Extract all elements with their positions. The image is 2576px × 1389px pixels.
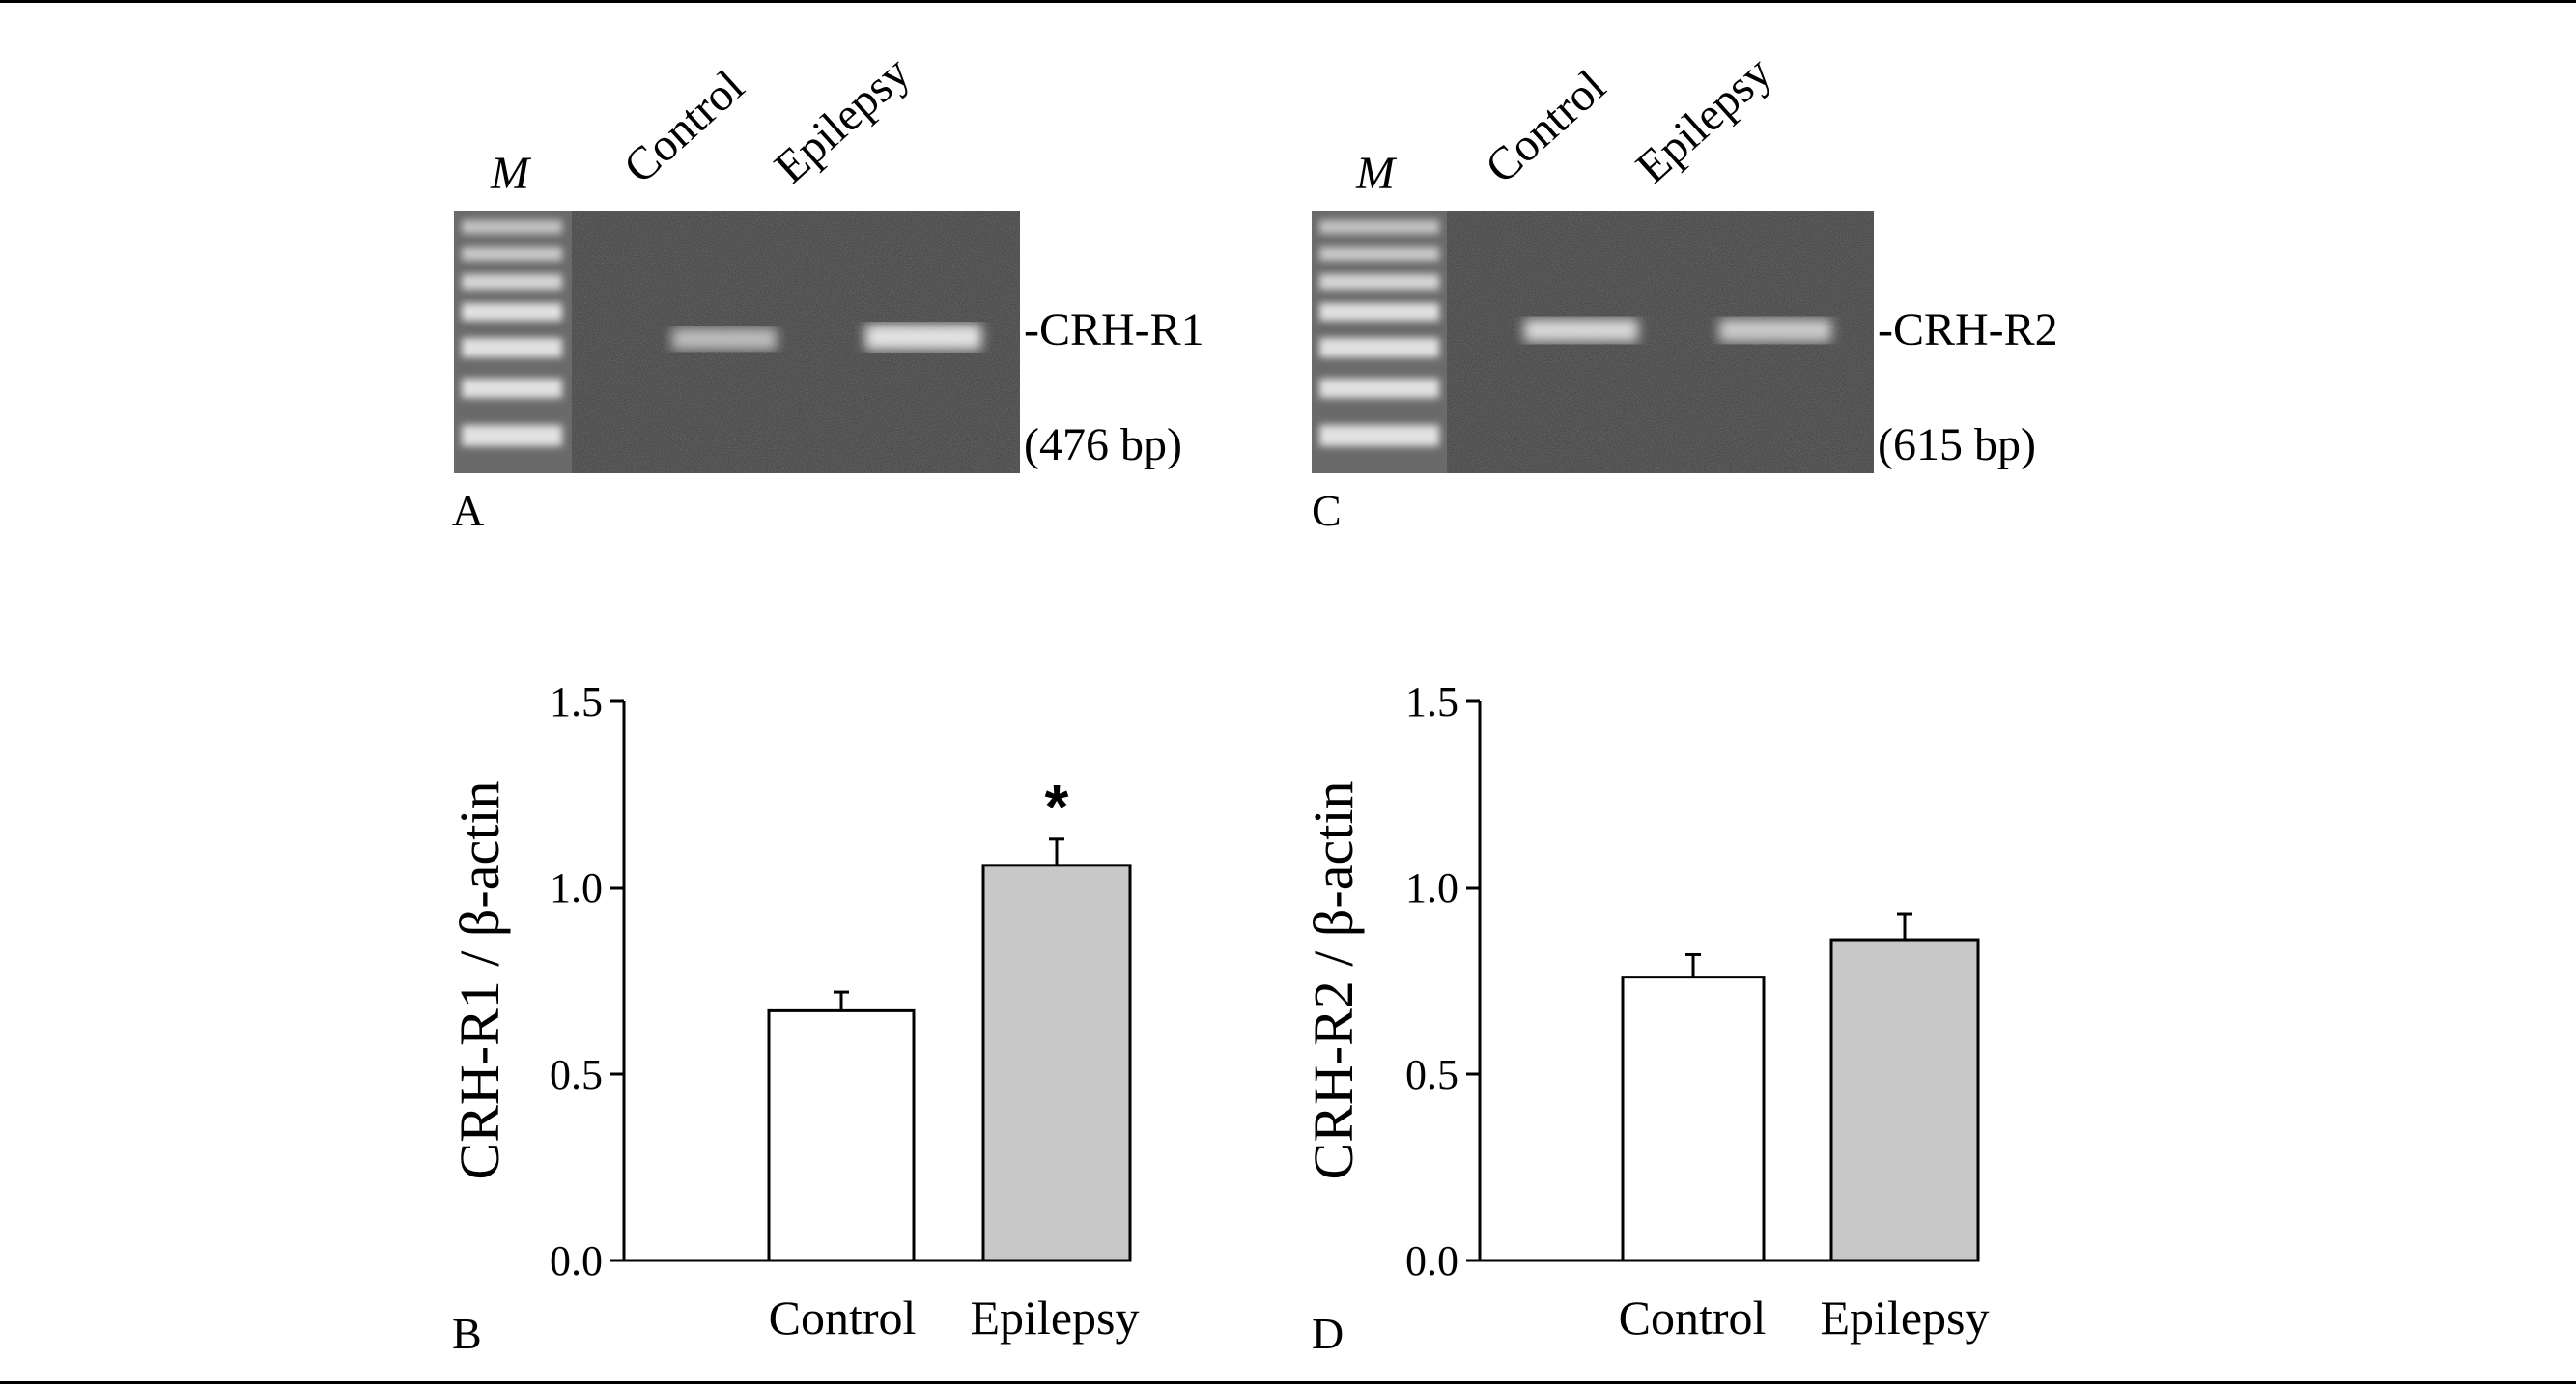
- significance-marker: *: [1045, 772, 1069, 841]
- y-tick-label: 0.0: [1405, 1237, 1458, 1285]
- gel-c-size-label: (615 bp): [1878, 419, 2036, 470]
- gel-panel-c: M Control Epilepsy -CRH-R2 (615 bp) C: [1312, 46, 2058, 535]
- x-tick-label-control: Control: [1619, 1290, 1767, 1345]
- gel-c-band-label: -CRH-R2: [1878, 304, 2058, 355]
- bar-chart-d: 0.0 0.5 1.0 1.5 CRH-R2 / β-actin Control Epile…: [1302, 678, 1989, 1358]
- y-tick-label: 1.0: [1405, 865, 1458, 912]
- y-tick-label: 1.5: [550, 678, 603, 725]
- gel-a-band-control: [672, 328, 777, 350]
- gel-c-ladder: [1319, 220, 1439, 446]
- y-tick-label: 0.0: [550, 1237, 603, 1285]
- bar-control: [767, 1008, 916, 1262]
- y-axis-label: CRH-R2 / β-actin: [1302, 781, 1365, 1180]
- gel-a-lane-label-epilepsy: Epilepsy: [765, 46, 920, 193]
- y-tick-label: 0.5: [1405, 1051, 1458, 1098]
- bar-epilepsy: [981, 864, 1132, 1262]
- gel-a-ladder: [462, 220, 562, 446]
- panel-label-d: D: [1312, 1309, 1344, 1358]
- bar-chart-b: 0.0 0.5 1.0 1.5 CRH-R1 / β-actin Control * Epil…: [448, 678, 1139, 1358]
- y-axis-label: CRH-R1 / β-actin: [448, 781, 511, 1180]
- gel-a-band-label: -CRH-R1: [1024, 304, 1204, 355]
- panel-label-c: C: [1312, 486, 1342, 535]
- x-tick-label-control: Control: [769, 1290, 917, 1345]
- bar-epilepsy: [1829, 938, 1980, 1262]
- x-tick-label-epilepsy: Epilepsy: [1821, 1290, 1990, 1345]
- y-tick-label: 1.5: [1405, 678, 1458, 725]
- gel-c-lane-label-control: Control: [1476, 61, 1615, 194]
- gel-a-lane-label-control: Control: [614, 61, 753, 194]
- bar-control: [1621, 976, 1766, 1262]
- gel-panel-a: M Control Epilepsy -CRH-R1 (476 bp) A: [452, 46, 1204, 535]
- gel-a-marker-label: M: [490, 148, 532, 199]
- y-tick-label: 0.5: [550, 1051, 603, 1098]
- top-rule: [0, 0, 2576, 3]
- y-tick-label: 1.0: [550, 865, 603, 912]
- gel-c-marker-label: M: [1355, 148, 1398, 199]
- bottom-rule: [0, 1381, 2576, 1384]
- panel-label-a: A: [452, 486, 484, 535]
- gel-a-size-label: (476 bp): [1024, 419, 1182, 470]
- gel-c-band-epilepsy: [1719, 319, 1831, 342]
- gel-a-band-epilepsy: [865, 325, 981, 350]
- x-tick-label-epilepsy: Epilepsy: [971, 1290, 1140, 1345]
- gel-c-band-control: [1524, 319, 1638, 342]
- gel-c-lane-label-epilepsy: Epilepsy: [1627, 46, 1781, 193]
- panel-label-b: B: [452, 1309, 482, 1358]
